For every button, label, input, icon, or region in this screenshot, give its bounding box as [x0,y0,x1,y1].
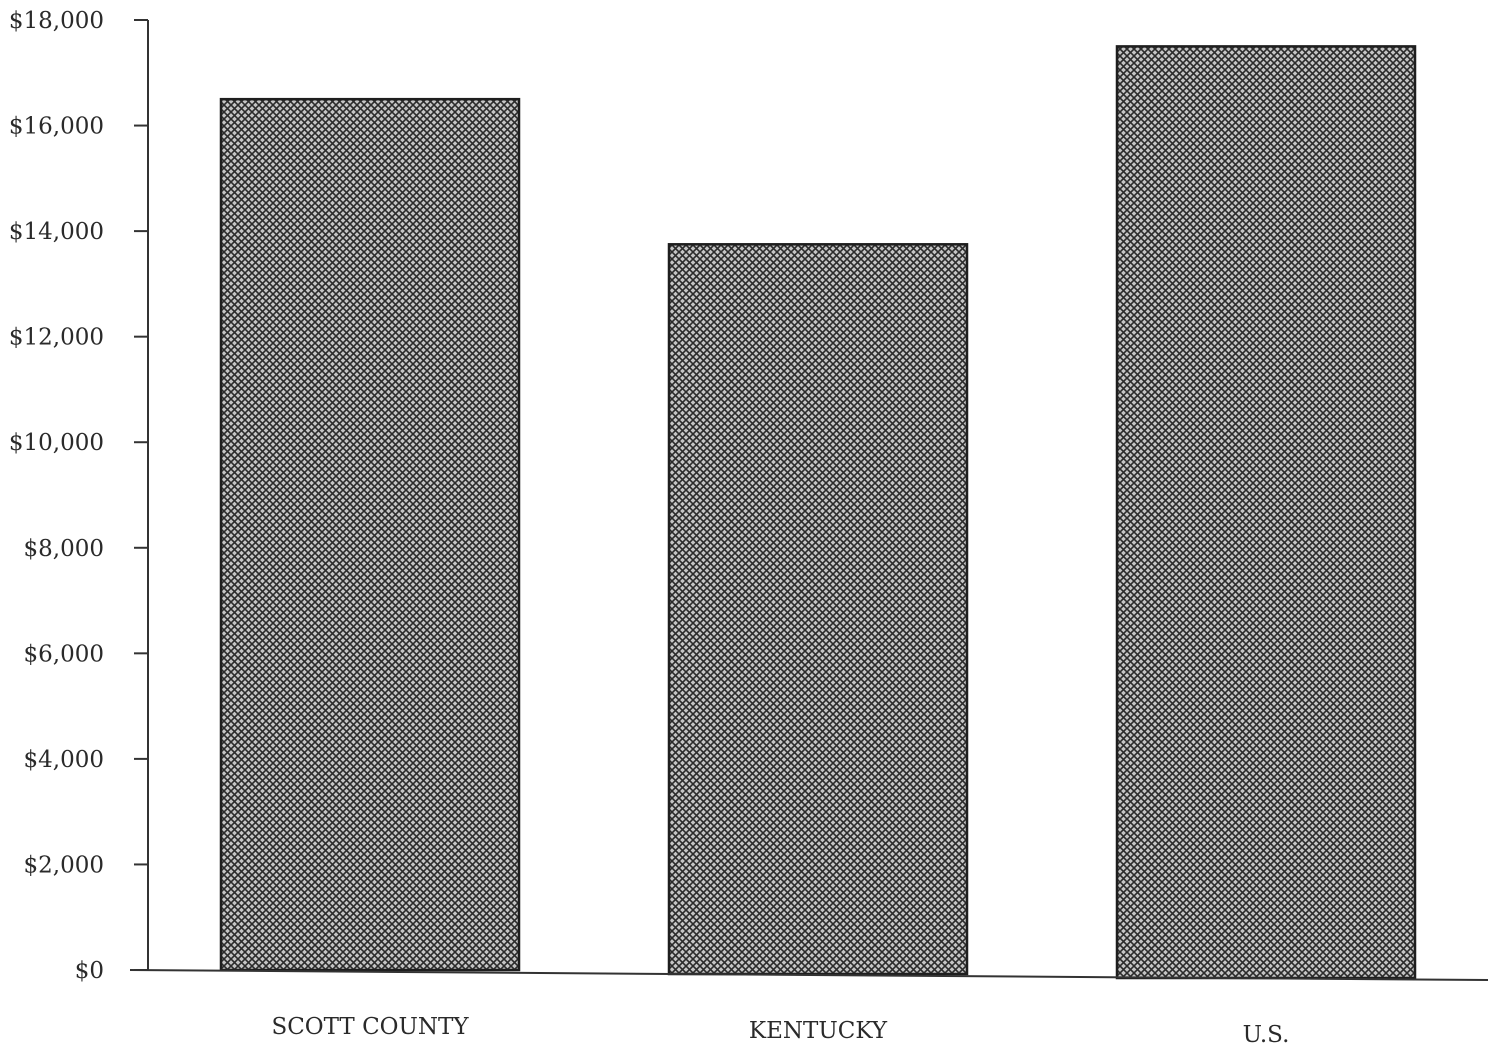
bars [219,45,1417,980]
y-tick-label: $12,000 [9,325,104,351]
y-tick-label: $2,000 [24,852,104,878]
x-axis-line [129,969,1489,981]
x-category-label: KENTUCKY [749,1018,888,1044]
x-category-label: SCOTT COUNTY [271,1014,469,1040]
y-tick-label: $6,000 [24,641,104,667]
y-tick-label: $0 [75,958,104,984]
y-tick-label: $18,000 [9,8,104,34]
bar-kentucky [667,243,969,976]
y-axis: $0 $2,000 $4,000 $6,000 $8,000 $10,000 $12,000… [9,8,149,984]
bar-scott-county [219,97,521,972]
x-axis: SCOTT COUNTY KENTUCKY U.S. [129,969,1489,1046]
bar-u-s [1115,45,1417,980]
y-tick-label: $14,000 [9,219,104,245]
y-tick-label: $16,000 [9,114,104,140]
y-tick-label: $10,000 [9,430,104,456]
y-tick-label: $8,000 [24,536,104,562]
y-tick-label: $4,000 [24,747,104,773]
x-category-label: U.S. [1243,1022,1290,1046]
